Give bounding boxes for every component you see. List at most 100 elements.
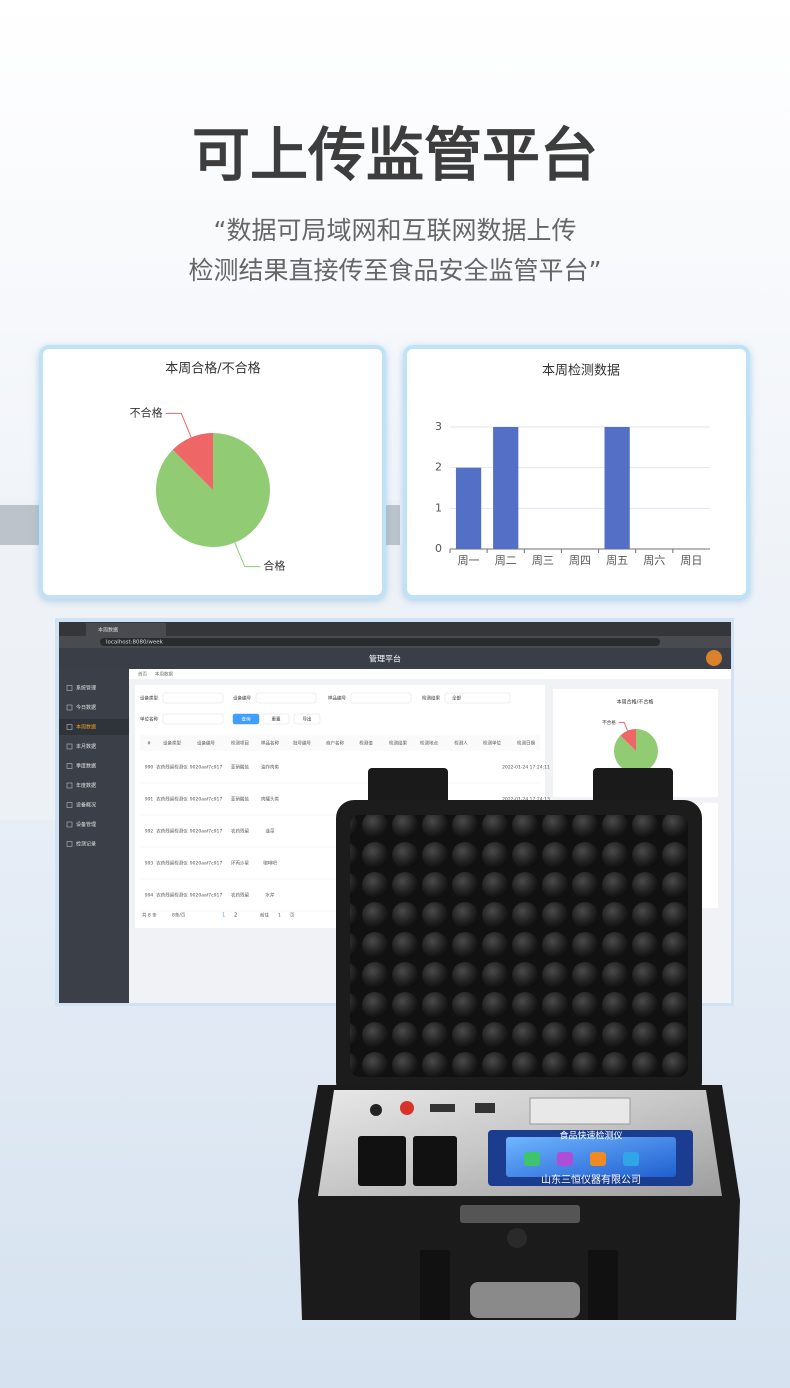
breadcrumb-bar — [129, 669, 731, 679]
y-tick-label: 2 — [435, 461, 442, 474]
bar-card — [403, 345, 750, 599]
menu-icon — [66, 763, 73, 769]
pagination-size: 8条/页 — [172, 912, 186, 919]
url-field — [100, 638, 660, 646]
app-icon — [557, 1152, 573, 1166]
foam — [350, 815, 688, 1077]
mini-pie-title: 本周合格/不合格 — [617, 699, 654, 706]
pie-slice — [620, 729, 636, 751]
leader-line — [618, 721, 629, 731]
table-cell: 2022-01-24 17:24:13 — [502, 797, 550, 803]
pie-slice — [614, 729, 659, 774]
table-cell: 水芹 — [266, 892, 275, 899]
tab — [86, 623, 166, 636]
breadcrumb: 本周数据 — [155, 671, 173, 678]
table-cell: 肉罐头类 — [261, 796, 279, 803]
menu-item: 年度数据 — [76, 782, 96, 789]
pie-slice — [156, 433, 271, 547]
table-cell: 991 — [145, 797, 154, 803]
table-cell: 990 — [145, 765, 154, 771]
table-cell: 亚硝酸盐 — [231, 796, 249, 803]
table-header — [140, 735, 540, 751]
select-value: 全部 — [452, 695, 461, 702]
column-header: 检测值 — [359, 740, 373, 747]
menu-item: 设备管理 — [76, 821, 96, 828]
table-cell: 992 — [145, 829, 154, 835]
breadcrumb: 首页 — [138, 671, 147, 678]
table-cell: 咖啡吧 — [263, 860, 277, 867]
x-tick-label: 周一 — [458, 554, 480, 567]
filter-label: 单位名称 — [140, 716, 158, 723]
pagination-goto-page: 1 — [278, 913, 281, 919]
table-cell: 亚硝酸盐 — [231, 764, 249, 771]
filter-input — [350, 692, 412, 704]
pie-title: 本周合格/不合格 — [165, 361, 260, 377]
app-title: 管理平台 — [369, 654, 401, 664]
column-header: 商户名称 — [326, 740, 344, 747]
filter-label: 样品编号 — [328, 695, 346, 702]
filter-input — [162, 692, 224, 704]
filter-input — [162, 713, 224, 725]
app-icon — [623, 1152, 639, 1166]
menu-icon — [66, 821, 73, 828]
column-header: 检测单位 — [483, 740, 501, 747]
sample-slots — [413, 1136, 457, 1186]
button-label: 导出 — [303, 716, 312, 723]
filter-label: 检测结果 — [422, 695, 440, 702]
menu-item: 设备概况 — [76, 802, 96, 809]
port — [430, 1104, 455, 1112]
table-cell: 9020aaf7c917 — [190, 797, 223, 803]
screen-title: 食品快速检测仪 — [559, 1130, 622, 1142]
filter-input — [255, 692, 317, 704]
x-tick-label: 周日 — [680, 554, 702, 567]
maker: 山东三恒仪器有限公司 — [541, 1173, 641, 1186]
bar — [493, 427, 519, 549]
x-tick-label: 周四 — [569, 554, 591, 567]
subtitle-line: 检测结果直接传至食品安全监管平台” — [189, 256, 602, 285]
button[interactable] — [262, 713, 290, 725]
page-number[interactable]: 2 — [234, 913, 237, 919]
avatar — [706, 650, 722, 666]
column-header: 检测项目 — [231, 740, 249, 747]
port — [475, 1103, 495, 1113]
leader-line — [165, 412, 192, 438]
table-cell: 农药残留检测仪 — [156, 892, 188, 899]
menu-item: 本周数据 — [76, 724, 96, 731]
table-cell: 9020aaf7c917 — [190, 893, 223, 899]
subtitle-line: “数据可局域网和互联网数据上传 — [214, 216, 577, 245]
column-header: 批号编号 — [293, 740, 311, 747]
button[interactable] — [232, 713, 260, 725]
menu-icon — [66, 841, 73, 847]
pagination-unit: 页 — [290, 913, 295, 919]
table-cell: 农药残留检测仪 — [156, 828, 188, 835]
filter-label: 设备编号 — [233, 695, 251, 702]
x-tick-label: 周五 — [606, 554, 628, 567]
table-cell: 993 — [145, 861, 154, 867]
strap — [420, 1250, 450, 1320]
app-icon — [524, 1152, 540, 1166]
table-cell: 农药残留 — [231, 892, 249, 899]
table-cell: 韭菜 — [266, 828, 275, 835]
filter-input — [444, 692, 511, 704]
pagination-total: 共 8 条 — [142, 912, 157, 919]
tab-label: 本周数据 — [98, 627, 118, 634]
pie-label: 合格 — [263, 559, 285, 573]
table-cell: 9020aaf7c917 — [190, 861, 223, 867]
column-header: # — [147, 741, 151, 747]
printer — [529, 1097, 631, 1125]
table-cell: 环丙沙星 — [231, 861, 249, 867]
y-tick-label: 0 — [435, 542, 442, 555]
bar-title: 本周检测数据 — [542, 364, 620, 379]
button-label: 重置 — [272, 716, 281, 723]
handle — [470, 1282, 580, 1318]
x-tick-label: 周二 — [495, 554, 517, 567]
button[interactable] — [293, 713, 321, 725]
table-cell: 2022-01-24 17:24:11 — [502, 765, 550, 771]
tab-bar — [59, 622, 731, 636]
button-label: 查询 — [242, 716, 251, 723]
page-number[interactable]: 1 — [222, 913, 225, 919]
column-header: 设备类型 — [163, 740, 181, 747]
